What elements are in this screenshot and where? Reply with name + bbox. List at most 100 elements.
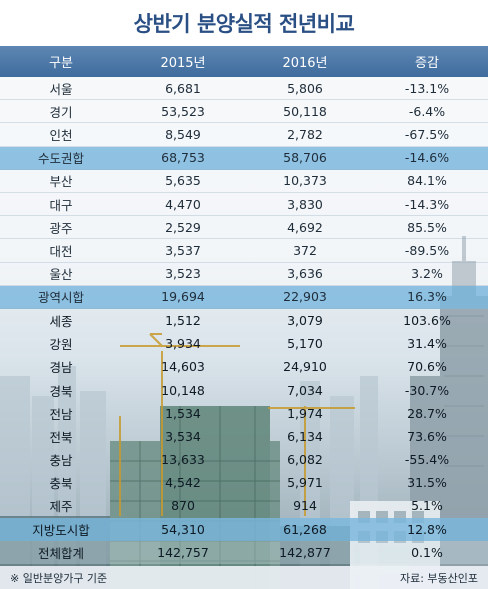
cell-2015: 870 [171,498,195,514]
cell-2016: 7,034 [287,382,323,398]
cell-2016: 5,971 [287,475,323,491]
page-title: 상반기 분양실적 전년비교 [0,0,488,46]
table-row: 대구 4,470 3,830 -14.3% [0,192,488,217]
table-row: 울산 3,523 3,636 3.2% [0,262,488,286]
cell-2015: 6,681 [165,80,201,96]
cell-2015: 5,635 [165,173,201,189]
cell-change: -67.5% [404,126,450,142]
cell-region: 전체합계 [37,545,84,561]
table-row: 세종 1,512 3,079 103.6% [0,309,488,332]
cell-2016: 61,268 [283,521,327,537]
header-2016: 2016년 [282,56,328,71]
cell-region: 충남 [49,453,73,469]
cell-region: 서울 [49,81,73,97]
cell-2015: 3,934 [165,336,201,352]
cell-2015: 68,753 [161,150,205,166]
cell-2015: 3,534 [165,428,201,444]
cell-region: 전북 [49,429,73,445]
cell-2015: 13,633 [161,452,205,468]
subtotal-row: 수도권합 68,753 58,706 -14.6% [0,146,488,170]
cell-2015: 8,549 [165,126,201,142]
cell-change: -30.7% [404,382,450,398]
cell-region: 대전 [49,243,73,259]
cell-change: 85.5% [407,219,447,235]
cell-region: 경북 [49,383,73,399]
cell-region: 광주 [49,220,73,236]
cell-change: 3.2% [411,266,443,282]
cell-2015: 142,757 [157,544,209,560]
cell-2016: 6,082 [287,452,323,468]
cell-2015: 54,310 [161,521,205,537]
cell-change: 73.6% [407,428,447,444]
cell-region: 지방도시합 [32,522,90,538]
cell-region: 충북 [49,476,73,492]
table-row: 제주 870 914 5.1% [0,494,488,517]
cell-2016: 24,910 [283,359,327,375]
table-row: 강원 3,934 5,170 31.4% [0,332,488,355]
header-2015: 2015년 [160,56,206,71]
cell-2016: 10,373 [283,173,327,189]
cell-change: 31.4% [407,336,447,352]
cell-region: 울산 [49,267,73,283]
cell-2016: 22,903 [283,289,327,305]
table-row: 전남 1,534 1,974 28.7% [0,402,488,425]
cell-2016: 914 [293,498,317,514]
table-body: 서울 6,681 5,806 -13.1% 경기 53,523 50,118 -6.4% 인천 8… [0,77,488,564]
cell-2015: 10,148 [161,382,205,398]
cell-change: 16.3% [407,289,447,305]
footer-source: 자료: 부동산인포 [399,572,478,585]
cell-2015: 4,542 [165,475,201,491]
table-row: 충남 13,633 6,082 -55.4% [0,448,488,471]
cell-2016: 142,877 [279,544,331,560]
cell-region: 경남 [49,360,73,376]
table-row: 전북 3,534 6,134 73.6% [0,425,488,448]
cell-2016: 2,782 [287,126,323,142]
cell-region: 세종 [49,313,73,329]
cell-2015: 53,523 [161,103,205,119]
cell-2016: 1,974 [287,405,323,421]
table-row: 대전 3,537 372 -89.5% [0,239,488,263]
header-category: 구분 [49,56,73,71]
table-row: 경기 53,523 50,118 -6.4% [0,100,488,124]
cell-2015: 3,537 [165,242,201,258]
cell-change: -89.5% [404,242,450,258]
cell-2016: 50,118 [283,103,327,119]
footer-note: ※ 일반분양가구 기준 [10,572,108,585]
cell-region: 수도권합 [37,151,84,167]
cell-change: 70.6% [407,359,447,375]
cell-2015: 1,512 [165,312,201,328]
cell-2016: 3,079 [287,312,323,328]
cell-change: -14.6% [404,150,450,166]
header-change: 증감 [415,56,439,71]
cell-change: 31.5% [407,475,447,491]
cell-2016: 3,830 [287,196,323,212]
cell-region: 제주 [49,499,73,515]
cell-change: -14.3% [404,196,450,212]
cell-region: 대구 [49,197,73,213]
cell-2015: 4,470 [165,196,201,212]
table-row: 경북 10,148 7,034 -30.7% [0,378,488,401]
cell-change: 12.8% [407,521,447,537]
total-row: 전체합계 142,757 142,877 0.1% [0,540,488,564]
cell-change: 5.1% [411,498,443,514]
cell-region: 인천 [49,127,73,143]
cell-2015: 19,694 [161,289,205,305]
cell-2016: 6,134 [287,428,323,444]
cell-region: 전남 [49,406,73,422]
cell-change: 0.1% [411,544,443,560]
cell-2016: 5,806 [287,80,323,96]
cell-2015: 14,603 [161,359,205,375]
cell-region: 강원 [49,337,73,353]
subtotal-row: 지방도시합 54,310 61,268 12.8% [0,517,488,541]
subtotal-row: 광역시합 19,694 22,903 16.3% [0,285,488,309]
cell-2016: 3,636 [287,266,323,282]
cell-region: 부산 [49,174,73,190]
table-row: 경남 14,603 24,910 70.6% [0,355,488,378]
table-row: 광주 2,529 4,692 85.5% [0,216,488,240]
cell-change: 103.6% [403,312,451,328]
cell-2015: 2,529 [165,219,201,235]
cell-2016: 58,706 [283,150,327,166]
table-header: 구분 2015년 2016년 증감 [0,46,488,77]
cell-2016: 5,170 [287,336,323,352]
cell-region: 경기 [49,104,73,120]
